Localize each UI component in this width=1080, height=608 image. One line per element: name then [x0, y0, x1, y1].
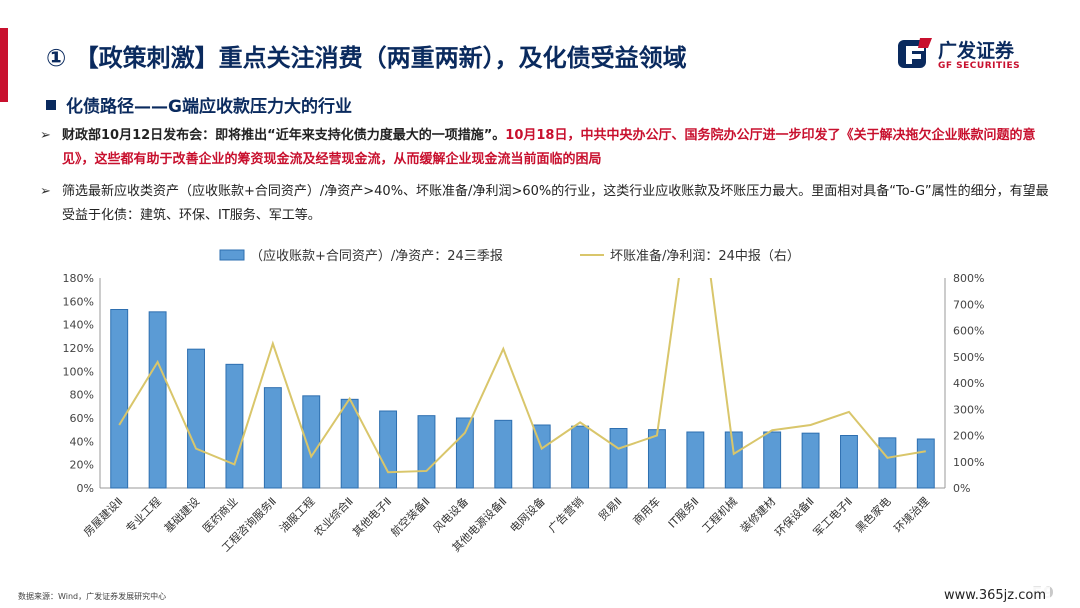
x-tick-label: 航空装备Ⅱ [388, 494, 433, 539]
arrow-bullet-icon: ➢ [40, 128, 51, 143]
y-right-tick-label: 400% [953, 377, 984, 390]
legend-line-label: 坏账准备/净利润：24中报（右） [610, 248, 800, 264]
bar [302, 395, 321, 489]
y-left-tick-label: 60% [70, 412, 94, 425]
bar [455, 417, 474, 489]
x-tick-label: IT服务Ⅱ [666, 495, 702, 531]
bar [878, 437, 897, 489]
x-tick-label: 房屋建设Ⅱ [80, 494, 125, 539]
x-tick-label: 农业综合Ⅱ [311, 494, 356, 539]
y-left-tick-label: 160% [63, 295, 94, 308]
y-left-tick-label: 140% [63, 319, 94, 332]
logo-english-text: GF SECURITIES [938, 61, 1021, 71]
y-right-tick-label: 300% [953, 403, 984, 416]
bar [225, 363, 244, 489]
y-left-tick-label: 120% [63, 342, 94, 355]
bar [263, 387, 282, 489]
bar [110, 309, 129, 489]
y-right-tick-label: 200% [953, 430, 984, 443]
x-tick-label: 环境治理 [891, 494, 932, 535]
bar [340, 398, 359, 489]
bar [916, 438, 935, 489]
chart-legend: （应收账款+合同资产）/净资产：24三季报 坏账准备/净利润：24中报（右） [219, 248, 800, 264]
bar [379, 410, 398, 489]
y-right-tick-label: 0% [953, 482, 970, 495]
bar-line-chart: （应收账款+合同资产）/净资产：24三季报 坏账准备/净利润：24中报（右） 0… [63, 248, 985, 555]
bar [686, 431, 705, 489]
x-tick-label: 基础建设 [161, 494, 202, 535]
y-right-tick-label: 500% [953, 351, 984, 364]
x-tick-label: 工程机械 [699, 494, 740, 535]
logo-chinese-text: 广发证券 [938, 40, 1015, 62]
bar [532, 424, 551, 489]
square-bullet-icon [46, 100, 56, 110]
y-left-tick-label: 20% [70, 459, 94, 472]
bar [417, 415, 436, 489]
series-line [118, 278, 926, 474]
y-left-tick-label: 100% [63, 365, 94, 378]
bullet-1-part2: 10月18日，中共中央办公厅、国务院办公厅进一步印发了《关于解决拖欠企业账款问题… [62, 128, 1036, 167]
gf-logo-icon [898, 38, 932, 68]
watermark-text: www.365jz.com [940, 587, 1050, 604]
y-left-tick-label: 40% [70, 435, 94, 448]
bar [148, 311, 167, 489]
x-tick-label: 商用车 [630, 494, 663, 527]
bar [763, 431, 782, 489]
bullet-2: ➢ 筛选最新应收类资产（应收账款+合同资产）/净资产>40%、坏账准备/净利润>… [40, 180, 1050, 228]
y-right-tick-label: 100% [953, 456, 984, 469]
y-left-tick-label: 0% [77, 482, 94, 495]
data-source: 数据来源：Wind，广发证券发展研究中心 [18, 592, 167, 601]
y-left-tick-label: 80% [70, 389, 94, 402]
x-tick-label: 贸易Ⅱ [596, 495, 625, 524]
company-logo: 广发证券 GF SECURITIES [898, 34, 1038, 78]
bar [187, 348, 205, 489]
bullet-2-text: 筛选最新应收类资产（应收账款+合同资产）/净资产>40%、坏账准备/净利润>60… [62, 184, 1049, 223]
y-right-tick-label: 800% [953, 272, 984, 285]
x-tick-label: 军工电子Ⅱ [811, 495, 855, 539]
page-title: ① 【政策刺激】重点关注消费（两重两新），及化债受益领域 [46, 44, 687, 72]
bar [609, 428, 628, 489]
x-tick-label: 广告营销 [545, 494, 586, 535]
bullet-1-part1: 财政部10月12日发布会：即将推出“近年来支持化债力度最大的一项措施”。 [62, 128, 506, 143]
x-tick-label: 专业工程 [123, 494, 164, 535]
x-tick-label: 其他电子Ⅱ [350, 495, 394, 539]
bar [724, 431, 743, 489]
y-left-tick-label: 180% [63, 272, 94, 285]
bar [571, 425, 590, 489]
bar [494, 419, 513, 489]
legend-bar-swatch [219, 249, 245, 261]
left-accent-bar [0, 28, 8, 102]
arrow-bullet-icon: ➢ [40, 184, 51, 199]
section-subtitle: 化债路径——G端应收款压力大的行业 [46, 92, 352, 117]
bullet-1-text: 财政部10月12日发布会：即将推出“近年来支持化债力度最大的一项措施”。10月1… [62, 124, 1050, 172]
bullet-1: ➢ 财政部10月12日发布会：即将推出“近年来支持化债力度最大的一项措施”。10… [40, 124, 1050, 172]
x-tick-label: 环保设备Ⅱ [772, 494, 817, 539]
bar [801, 432, 820, 489]
legend-bar-label: （应收账款+合同资产）/净资产：24三季报 [250, 248, 503, 264]
section-subtitle-text: 化债路径——G端应收款压力大的行业 [66, 97, 352, 117]
y-right-tick-label: 600% [953, 325, 984, 338]
x-tick-label: 电网设备 [507, 494, 548, 535]
y-right-tick-label: 700% [953, 298, 984, 311]
x-tick-label: 黑色家电 [852, 494, 893, 535]
bar [840, 435, 858, 489]
